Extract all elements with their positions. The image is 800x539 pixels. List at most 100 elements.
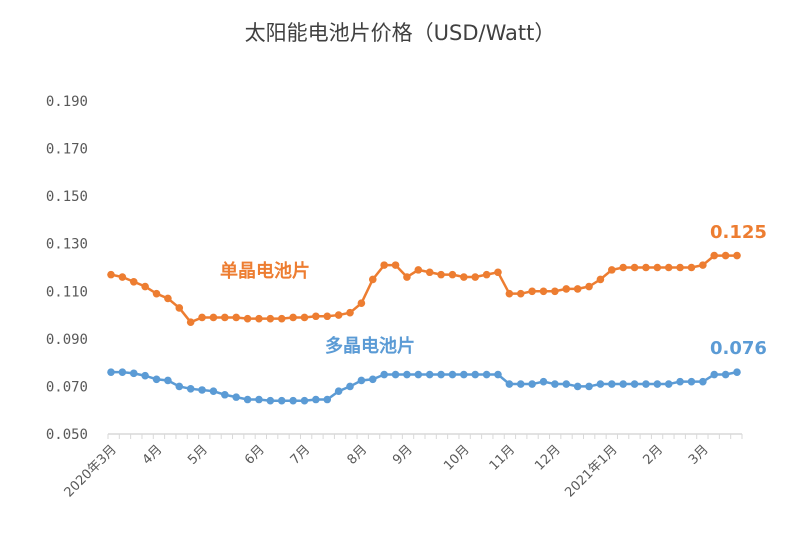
data-point [232, 393, 240, 401]
data-point [448, 270, 457, 279]
data-point [585, 382, 593, 391]
data-point [619, 263, 627, 272]
data-point [585, 282, 593, 291]
data-point [721, 370, 730, 379]
data-point [733, 368, 741, 376]
data-point [334, 311, 343, 319]
x-tick-label: 5月 [185, 442, 211, 468]
data-point [699, 377, 707, 386]
data-point [664, 380, 673, 388]
data-point [676, 263, 684, 272]
data-point [403, 370, 411, 379]
data-point [346, 308, 354, 317]
data-point [209, 387, 218, 395]
data-point [209, 313, 218, 322]
data-point [425, 268, 434, 277]
y-tick-label: 0.070 [46, 379, 88, 395]
data-point [630, 263, 639, 272]
data-point [733, 251, 741, 260]
data-point [129, 369, 138, 378]
data-point [676, 377, 684, 386]
data-point [368, 375, 377, 384]
data-point [539, 377, 548, 386]
data-point [186, 385, 195, 393]
data-point [573, 382, 582, 391]
data-point [266, 314, 275, 323]
series-1 [107, 368, 741, 405]
data-point [448, 370, 457, 379]
data-point [482, 270, 491, 279]
data-point [471, 273, 480, 281]
x-tick-label: 11月 [487, 442, 518, 473]
data-point [494, 370, 502, 379]
data-point [255, 395, 263, 404]
x-tick-label: 10月 [441, 442, 472, 473]
data-point [414, 370, 423, 379]
x-tick-label: 4月 [140, 442, 166, 468]
data-point [653, 380, 662, 388]
data-point [460, 370, 468, 379]
data-point [129, 277, 138, 286]
data-point [437, 270, 445, 279]
data-point [380, 370, 388, 379]
data-point [300, 396, 309, 405]
data-point [551, 287, 559, 296]
data-point [562, 380, 571, 388]
data-point [608, 380, 616, 388]
data-point [164, 294, 172, 303]
y-tick-label: 0.150 [46, 189, 88, 205]
series-label-mono: 单晶电池片 [220, 260, 310, 282]
data-point [186, 318, 195, 327]
data-point [357, 376, 366, 385]
data-point [289, 396, 297, 405]
data-point [551, 380, 559, 388]
data-point [403, 273, 411, 281]
y-tick-label: 0.170 [46, 142, 88, 158]
data-point [699, 261, 707, 269]
x-tick-label: 3月 [686, 442, 712, 468]
y-tick-label: 0.050 [46, 427, 88, 443]
data-point [141, 371, 149, 380]
data-point [596, 275, 605, 284]
data-point [391, 261, 400, 269]
data-point [277, 396, 286, 405]
x-tick-label: 12月 [532, 442, 563, 473]
data-point [516, 380, 525, 388]
data-point [687, 377, 696, 386]
series-0 [107, 251, 741, 327]
data-point [118, 368, 127, 376]
y-tick-label: 0.190 [46, 94, 88, 110]
data-point [334, 387, 343, 395]
data-point [323, 312, 332, 321]
data-point [175, 382, 184, 391]
data-point [368, 275, 377, 284]
data-point [721, 251, 730, 260]
data-point [630, 380, 639, 388]
x-tick-label: 2021年1月 [562, 442, 620, 500]
x-tick-label: 2月 [641, 442, 667, 468]
data-point [118, 273, 127, 281]
data-point [528, 287, 536, 296]
data-point [437, 370, 445, 379]
data-point [107, 368, 115, 376]
data-point [573, 285, 582, 293]
data-point [221, 313, 229, 322]
data-point [642, 263, 650, 272]
data-point [516, 289, 525, 298]
x-tick-label: 8月 [345, 442, 371, 468]
data-point [243, 395, 252, 404]
y-tick-label: 0.110 [46, 284, 88, 300]
data-point [425, 370, 434, 379]
data-point [539, 287, 548, 296]
data-point [266, 396, 275, 405]
data-point [460, 273, 468, 281]
y-tick-label: 0.090 [46, 332, 88, 348]
data-point [710, 251, 719, 260]
data-point [414, 266, 423, 274]
data-point [312, 312, 320, 321]
y-tick-label: 0.130 [46, 237, 88, 253]
data-point [619, 380, 627, 388]
data-point [346, 382, 354, 391]
x-tick-label: 2020年3月 [62, 442, 120, 500]
